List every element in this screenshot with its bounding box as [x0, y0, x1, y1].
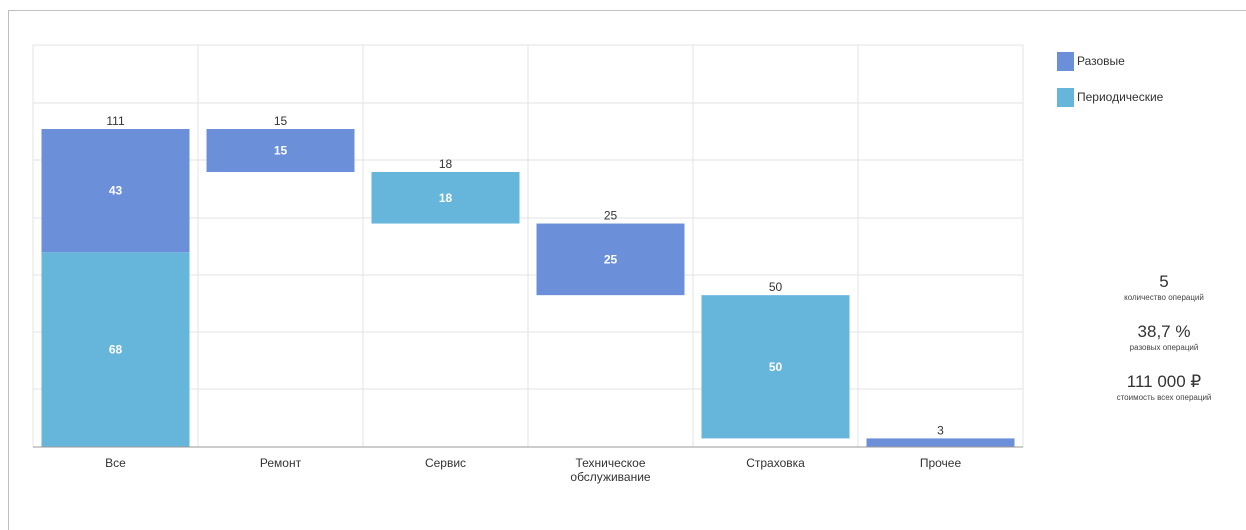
legend-label-periodic: Периодические [1077, 90, 1164, 104]
x-tick-label-1: Ремонт [260, 456, 302, 470]
bar-segment-1 [41, 129, 190, 253]
bar-total-label-2: 18 [439, 157, 453, 171]
legend: Разовые Периодические [1057, 50, 1163, 122]
x-tick-label-4: Страховка [746, 456, 805, 470]
x-tick-label-5: Прочее [920, 456, 962, 470]
bar-segment-label-3: 18 [439, 191, 453, 205]
bar-segment-3 [371, 171, 520, 224]
bar-segment-2 [206, 129, 355, 172]
x-tick-label-2: Сервис [425, 456, 466, 470]
legend-item-one-time[interactable]: Разовые [1057, 50, 1163, 72]
bar-segment-0 [41, 252, 190, 447]
bar-segment-label-5: 50 [769, 360, 783, 374]
bar-segment-label-2: 15 [274, 143, 288, 157]
bar-segment-6 [866, 438, 1015, 447]
bar-total-label-0: 111 [106, 114, 125, 128]
x-tick-label-0: Все [105, 456, 126, 470]
stat-total-cost-value: 111 000 ₽ [1126, 372, 1202, 391]
chart-frame [8, 10, 1246, 530]
bar-total-label-4: 50 [769, 280, 783, 294]
waterfall-chart: 68 43 15 18 25 50 111 15 18 25 50 3 Все Ремонт Сервис Т… [32, 44, 1024, 484]
stat-operations-count: 5 количество операций [1094, 272, 1234, 304]
x-tick-label-3: Техническое обслуживание [570, 456, 651, 484]
stat-one-time-share-label: разовых операций [1129, 343, 1199, 352]
stat-operations-count-label: количество операций [1124, 293, 1204, 302]
bar-total-label-1: 15 [274, 114, 288, 128]
stat-total-cost-label: стоимость всех операций [1116, 393, 1212, 402]
summary-stats: 5 количество операций 38,7 % разовых опе… [1094, 272, 1234, 422]
bar-segment-label-4: 25 [604, 252, 618, 266]
stat-one-time-share-value: 38,7 % [1137, 322, 1191, 341]
legend-swatch-periodic [1057, 87, 1074, 107]
stat-one-time-share: 38,7 % разовых операций [1094, 322, 1234, 354]
stat-total-cost: 111 000 ₽ стоимость всех операций [1094, 372, 1234, 404]
bar-total-label-3: 25 [604, 209, 618, 223]
stat-operations-count-value: 5 [1159, 272, 1169, 291]
bar-segment-label-1: 43 [109, 184, 123, 198]
bar-segment-4 [536, 223, 685, 296]
bar-segment-5 [701, 295, 850, 439]
bar-segment-label-0: 68 [109, 343, 123, 357]
bar-total-label-5: 3 [937, 423, 944, 437]
legend-item-periodic[interactable]: Периодические [1057, 86, 1163, 108]
legend-label-one-time: Разовые [1077, 54, 1125, 68]
legend-swatch-one-time [1057, 51, 1074, 71]
